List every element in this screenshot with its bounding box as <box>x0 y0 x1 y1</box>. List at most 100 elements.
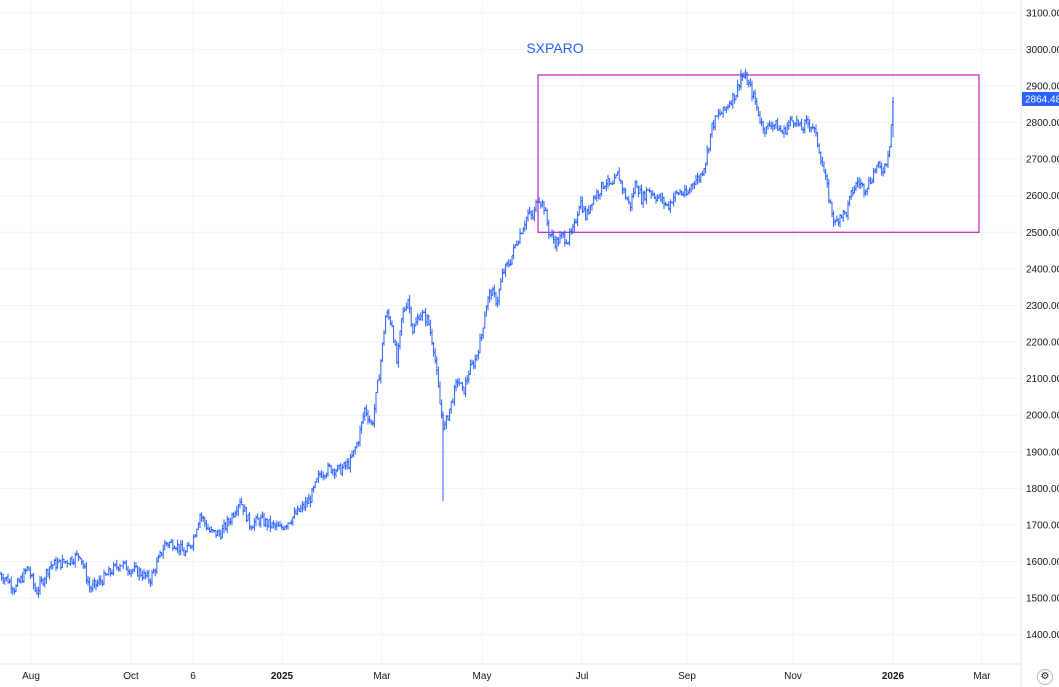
price-bar <box>888 146 891 158</box>
price-bar <box>674 191 677 203</box>
price-bar <box>438 381 442 405</box>
price-bar <box>755 97 758 111</box>
price-bar <box>875 164 878 174</box>
price-bar <box>416 313 419 325</box>
price-bar <box>202 515 205 522</box>
price-bar <box>88 577 91 593</box>
price-bar <box>851 186 854 197</box>
price-bar <box>110 569 114 576</box>
price-bar <box>547 219 550 240</box>
y-tick-label: 3000.00 <box>1026 45 1059 56</box>
price-bar <box>621 180 624 195</box>
x-tick-label: Oct <box>123 671 139 682</box>
price-bar <box>568 228 571 246</box>
price-bar <box>352 449 355 458</box>
chart-title: SXPARO <box>526 40 583 56</box>
last-price-label: 2864.48 <box>1022 91 1059 106</box>
price-bar <box>437 366 440 388</box>
price-bar <box>374 392 378 414</box>
price-bar <box>408 295 411 314</box>
range-rectangle-layer <box>537 74 980 233</box>
price-bar <box>533 206 536 222</box>
price-bar <box>341 464 344 477</box>
price-bar <box>522 227 525 235</box>
y-tick-label: 2100.00 <box>1026 374 1059 385</box>
price-bar <box>450 401 453 414</box>
price-bar <box>525 216 528 230</box>
price-bar <box>832 210 835 228</box>
y-tick-label: 2400.00 <box>1026 264 1059 275</box>
price-bar <box>866 187 869 196</box>
price-bar <box>373 404 376 428</box>
price-bar <box>429 319 432 336</box>
y-tick-label: 1600.00 <box>1026 557 1059 568</box>
y-tick-label: 1700.00 <box>1026 520 1059 531</box>
price-bar <box>197 522 200 530</box>
price-bar <box>880 162 883 176</box>
y-tick-label: 2800.00 <box>1026 118 1059 129</box>
price-bar <box>811 123 814 130</box>
y-tick-label: 1400.00 <box>1026 630 1059 641</box>
price-axis[interactable]: 1400.00 1500.00 1600.00 1700.00 1800.00 1900.… <box>1026 8 1059 641</box>
price-bar <box>704 162 707 174</box>
price-bar <box>642 190 645 208</box>
price-bar <box>75 550 78 556</box>
price-bar <box>510 255 514 265</box>
price-bar <box>877 161 880 168</box>
price-bar <box>453 385 456 407</box>
price-bar <box>608 178 611 186</box>
price-bar <box>488 288 491 303</box>
price-bar <box>83 563 86 569</box>
price-bar <box>363 407 366 421</box>
last-price-value: 2864.48 <box>1025 94 1059 105</box>
price-bar <box>738 84 741 92</box>
price-bar <box>485 305 488 317</box>
price-bar <box>814 124 818 137</box>
price-bar <box>469 359 472 376</box>
price-bar <box>562 232 565 238</box>
price-bar <box>146 569 149 578</box>
price-bar <box>504 263 507 277</box>
price-bar <box>789 116 792 127</box>
price-bar <box>203 516 206 528</box>
price-bar <box>498 288 501 306</box>
price-bar <box>483 311 486 329</box>
price-bar <box>475 354 478 362</box>
price-bar <box>326 462 330 477</box>
price-bar <box>232 512 235 519</box>
settings-icon[interactable]: ⚙ <box>1037 669 1053 685</box>
price-bar <box>136 565 139 577</box>
price-bar <box>293 507 296 519</box>
time-axis[interactable]: Aug Oct 6 2025 Mar May Jul Sep Nov 2026 Mar <box>22 671 991 682</box>
price-bar <box>688 187 691 195</box>
x-tick-label: Mar <box>973 671 991 682</box>
price-bar <box>757 106 760 117</box>
price-bar <box>314 481 317 489</box>
price-bar <box>573 218 576 232</box>
price-bar <box>219 529 222 541</box>
price-bar <box>38 575 42 596</box>
price-bar <box>325 472 328 479</box>
x-tick-label: 2025 <box>271 671 294 682</box>
price-bar <box>157 554 160 563</box>
price-bar <box>432 341 435 357</box>
price-bar <box>506 261 509 268</box>
price-bar <box>696 172 699 185</box>
price-bar <box>178 543 181 556</box>
price-bar <box>424 307 427 327</box>
price-bar <box>301 501 304 513</box>
range-rectangle[interactable] <box>537 74 980 233</box>
price-bar <box>494 292 498 307</box>
price-bar <box>693 180 696 190</box>
price-bar <box>786 122 789 136</box>
price-bar <box>838 213 842 228</box>
price-bar <box>797 119 800 127</box>
price-bar <box>142 568 146 580</box>
price-bar <box>134 562 138 569</box>
price-bar <box>56 557 59 569</box>
price-bar <box>754 89 757 105</box>
price-bar <box>834 219 837 226</box>
x-tick-label: 2026 <box>882 671 905 682</box>
price-bar <box>186 542 189 553</box>
